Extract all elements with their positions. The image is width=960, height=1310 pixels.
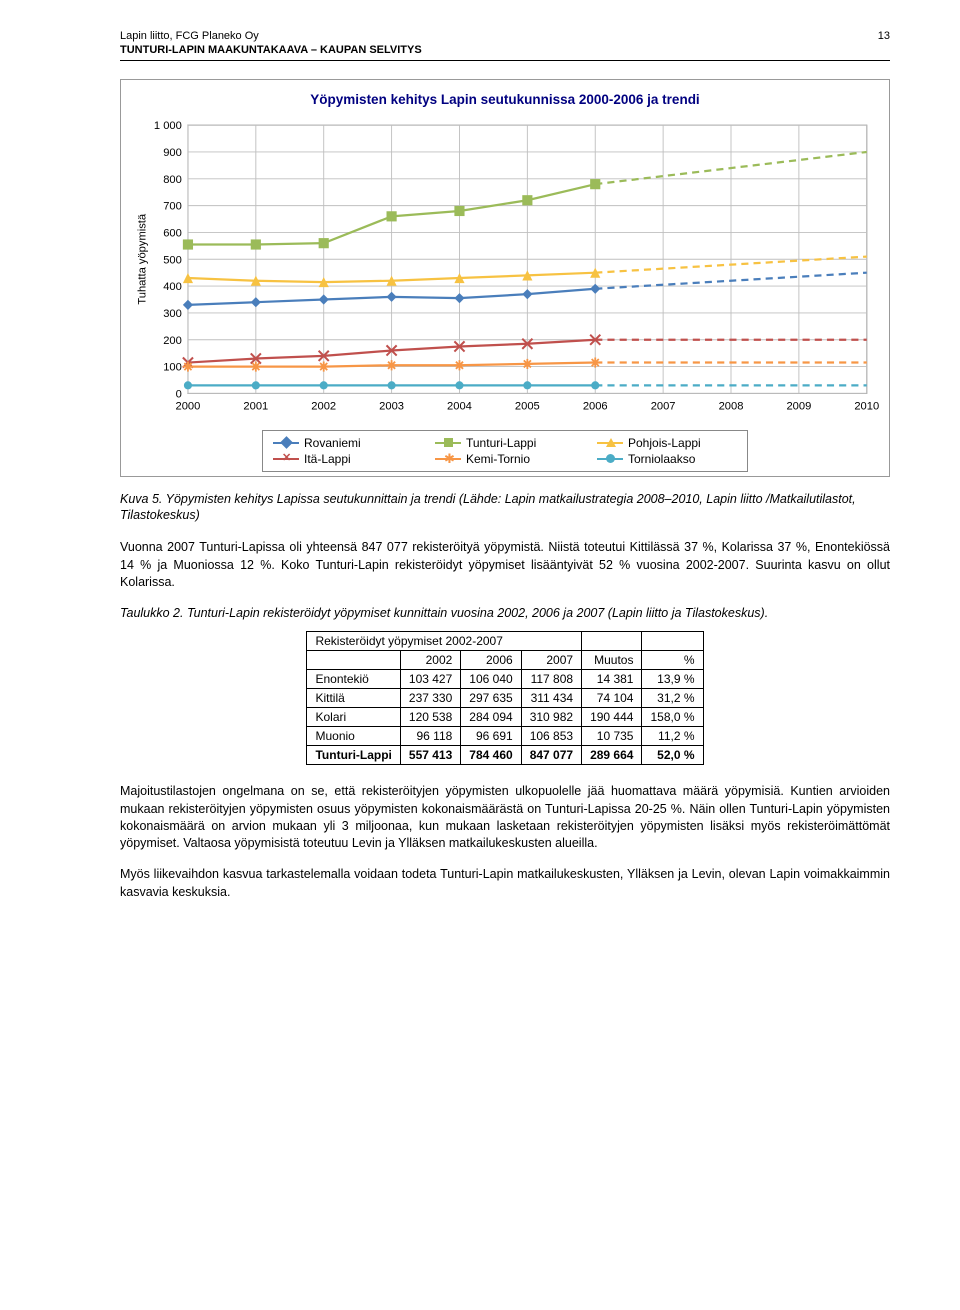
svg-text:2003: 2003 [379, 401, 404, 413]
legend-item: Pohjois-Lappi [597, 435, 737, 451]
svg-text:Tuhatta yöpymistä: Tuhatta yöpymistä [136, 213, 148, 305]
legend-item: Torniolaakso [597, 451, 737, 467]
page-number: 13 [878, 30, 890, 42]
svg-text:700: 700 [163, 201, 182, 213]
paragraph-3: Myös liikevaihdon kasvua tarkastelemalla… [120, 866, 890, 901]
svg-text:2000: 2000 [176, 401, 201, 413]
paragraph-2: Majoitustilastojen ongelmana on se, että… [120, 783, 890, 852]
svg-text:2001: 2001 [243, 401, 268, 413]
svg-text:1 000: 1 000 [154, 120, 182, 132]
header-sub: TUNTURI-LAPIN MAAKUNTAKAAVA – KAUPAN SEL… [120, 44, 890, 56]
svg-text:2004: 2004 [447, 401, 472, 413]
line-chart: 0 100 200 300 400 500 600 700 800 900 1 000 2000 200… [129, 117, 881, 422]
svg-text:2009: 2009 [786, 401, 811, 413]
svg-text:2008: 2008 [719, 401, 744, 413]
svg-text:300: 300 [163, 308, 182, 320]
header-left: Lapin liitto, FCG Planeko Oy [120, 30, 259, 42]
svg-text:2002: 2002 [311, 401, 336, 413]
paragraph-1: Vuonna 2007 Tunturi-Lapissa oli yhteensä… [120, 539, 890, 591]
chart-title: Yöpymisten kehitys Lapin seutukunnissa 2… [129, 92, 881, 107]
svg-text:100: 100 [163, 362, 182, 374]
svg-text:2010: 2010 [854, 401, 879, 413]
svg-text:0: 0 [176, 388, 182, 400]
chart-legend: Rovaniemi Tunturi-Lappi Pohjois-Lappi ✕Itä-… [262, 430, 748, 472]
header-rule [120, 60, 890, 61]
svg-text:2007: 2007 [651, 401, 676, 413]
svg-text:2006: 2006 [583, 401, 608, 413]
table-caption: Taulukko 2. Tunturi-Lapin rekisteröidyt … [120, 605, 890, 621]
chart-container: Yöpymisten kehitys Lapin seutukunnissa 2… [120, 79, 890, 477]
legend-item: ✕Itä-Lappi [273, 451, 413, 467]
svg-text:2005: 2005 [515, 401, 540, 413]
svg-text:600: 600 [163, 228, 182, 240]
svg-text:200: 200 [163, 335, 182, 347]
svg-text:800: 800 [163, 174, 182, 186]
legend-item: Rovaniemi [273, 435, 413, 451]
legend-item: Tunturi-Lappi [435, 435, 575, 451]
legend-item: ✱Kemi-Tornio [435, 451, 575, 467]
data-table: Rekisteröidyt yöpymiset 2002-20072002200… [306, 631, 703, 765]
svg-text:500: 500 [163, 254, 182, 266]
svg-text:900: 900 [163, 147, 182, 159]
figure-caption: Kuva 5. Yöpymisten kehitys Lapissa seutu… [120, 491, 890, 524]
svg-text:400: 400 [163, 281, 182, 293]
